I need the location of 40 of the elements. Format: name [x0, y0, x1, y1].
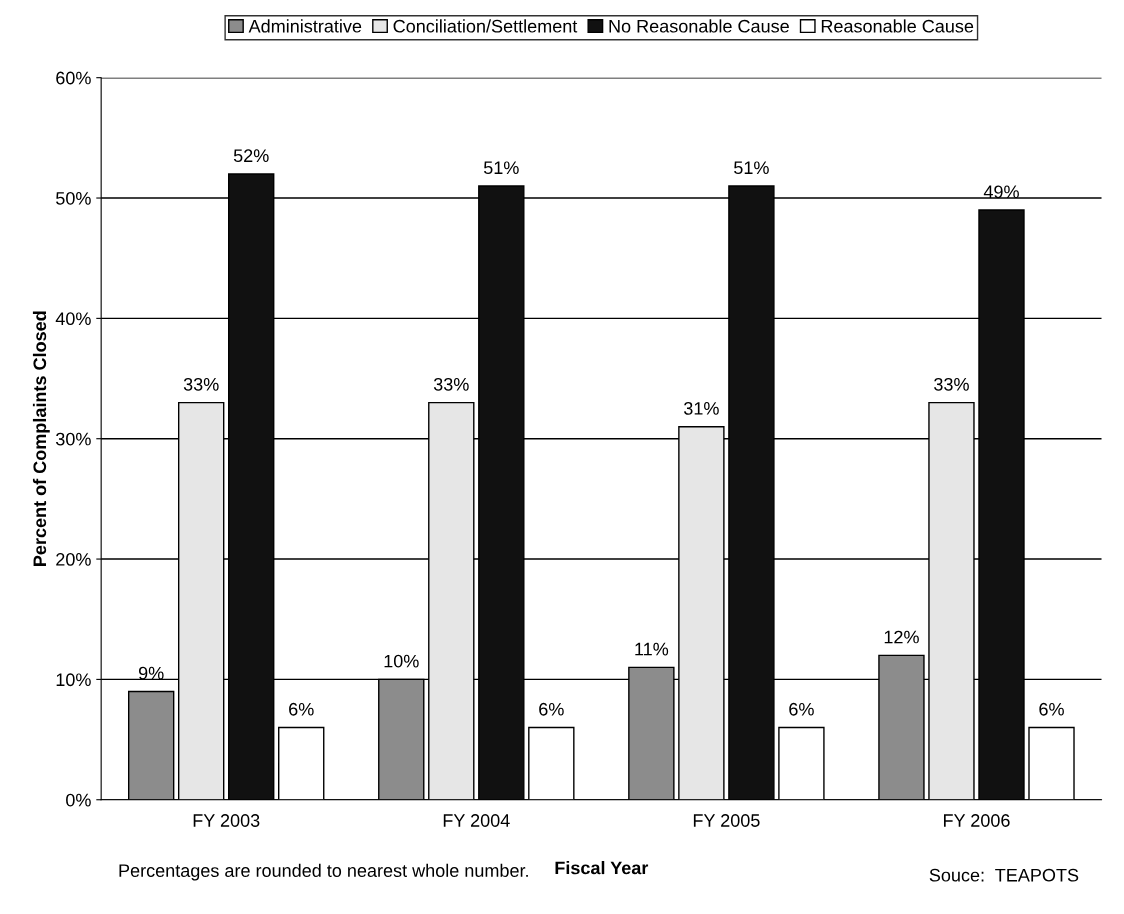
data-label: 6%: [789, 702, 814, 716]
x-tick-label: FY 2006: [943, 814, 1010, 827]
x-tick-label: FY 2003: [193, 814, 260, 827]
bar: [127, 690, 175, 800]
text: Souce: TEAPOTS: [929, 868, 1079, 882]
bar: [278, 726, 325, 800]
data-label: 9%: [138, 666, 164, 680]
legend-label: Reasonable Cause: [821, 19, 974, 33]
data-label: 51%: [734, 161, 769, 175]
bar: [778, 726, 825, 800]
y-tick-label: 40%: [55, 312, 91, 326]
bar: [528, 726, 575, 800]
text: Percentages are rounded to nearest whole number.: [119, 863, 528, 881]
data-label: 12%: [884, 630, 919, 644]
data-label: 49%: [983, 185, 1019, 199]
y-tick-label: 20%: [56, 553, 91, 566]
data-label: 11%: [635, 642, 669, 656]
data-label: 52%: [233, 149, 269, 163]
data-label: 6%: [539, 702, 564, 716]
data-label: 51%: [483, 161, 519, 175]
data-label: 33%: [433, 377, 469, 391]
y-tick-label: 50%: [56, 191, 91, 205]
data-label: 6%: [289, 702, 314, 716]
y-tick-label: 30%: [55, 432, 91, 446]
data-label: 6%: [1039, 702, 1064, 716]
data-label: 33%: [183, 377, 219, 391]
y-axis-title: Percent of Complaints Closed: [32, 311, 50, 566]
data-label: 33%: [934, 377, 969, 391]
x-axis-title: Fiscal Year: [555, 861, 649, 875]
legend-label: Administrative: [248, 19, 362, 33]
data-label: 31%: [684, 402, 719, 415]
bar: [1028, 726, 1075, 800]
legend-label: Conciliation/Settlement: [393, 19, 578, 33]
legend-label: No Reasonable Cause: [609, 19, 789, 33]
y-tick-label: 60%: [56, 71, 91, 85]
data-label: 10%: [384, 654, 419, 668]
x-tick-label: FY 2005: [693, 814, 760, 827]
y-tick-label: 10%: [56, 673, 91, 687]
y-tick-label: 0%: [66, 793, 91, 807]
x-tick-label: FY 2004: [443, 814, 510, 827]
